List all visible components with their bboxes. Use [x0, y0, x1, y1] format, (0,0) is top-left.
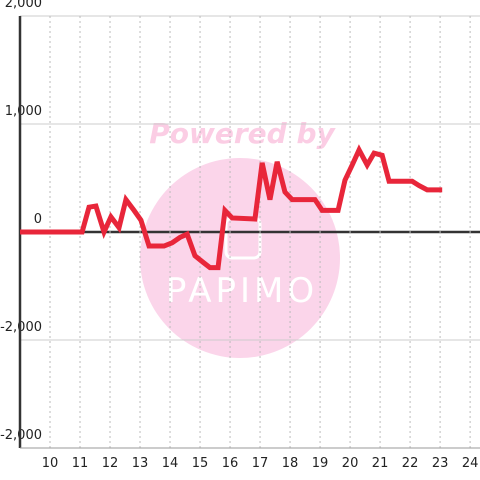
x-tick-label: 10 — [42, 456, 59, 471]
x-tick-label: 16 — [222, 456, 239, 471]
x-tick-label: 24 — [462, 456, 479, 471]
watermark-top: Powered by — [149, 117, 336, 150]
x-tick-label: 20 — [342, 456, 359, 471]
x-tick-label: 22 — [402, 456, 419, 471]
x-tick-label: 12 — [102, 456, 119, 471]
y-tick-label: 2,000 — [5, 0, 42, 11]
x-tick-label: 13 — [132, 456, 149, 471]
y-tick-label: 1,000 — [5, 104, 42, 119]
x-tick-label: 19 — [312, 456, 329, 471]
y-tick-label: 0 — [34, 212, 42, 227]
x-tick-label: 17 — [252, 456, 269, 471]
watermark-bottom: PAPIMO — [166, 271, 318, 311]
x-tick-label: 18 — [282, 456, 299, 471]
x-tick-label: 23 — [432, 456, 449, 471]
x-tick-label: 11 — [72, 456, 89, 471]
x-tick-label: 21 — [372, 456, 389, 471]
x-tick-label: 14 — [162, 456, 179, 471]
x-tick-label: 15 — [192, 456, 209, 471]
data-line — [20, 144, 443, 271]
